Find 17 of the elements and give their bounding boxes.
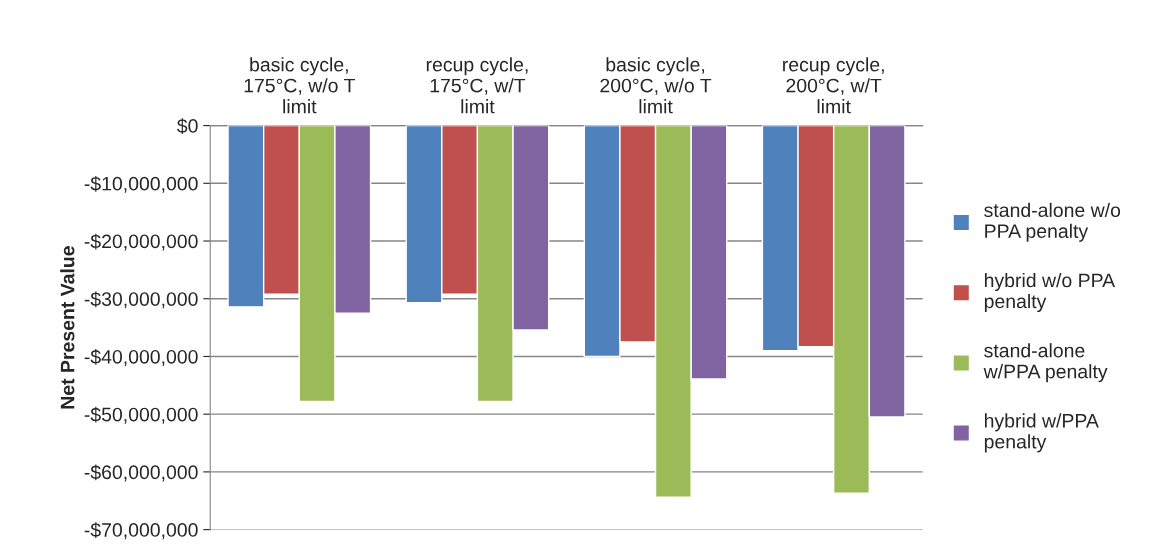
y-tick-label: -$20,000,000 (84, 233, 198, 251)
y-tick-label: -$40,000,000 (84, 349, 198, 366)
y-tick-label: -$70,000,000 (84, 522, 198, 540)
x-tick-label: recup cycle, 175°C, w/T limit (426, 57, 528, 114)
x-tick-label: recup cycle, 200°C, w/T limit (783, 57, 884, 114)
legend-label: hybrid w/o PPA penalty (984, 272, 1116, 313)
y-tick-label: -$30,000,000 (84, 291, 198, 309)
y-tick-label: -$50,000,000 (84, 406, 198, 424)
x-tick-label: basic cycle, 175°C, w/o T limit (244, 57, 355, 114)
y-tick-label: -$10,000,000 (84, 175, 198, 193)
legend-label: stand-alone w/o PPA penalty (984, 202, 1121, 242)
legend-label: hybrid w/PPA penalty (984, 413, 1099, 453)
legend-label: stand-alone w/PPA penalty (983, 343, 1108, 383)
y-tick-label: $0 (177, 118, 198, 134)
x-tick-label: basic cycle, 200°C, w/o T limit (600, 57, 712, 114)
y-tick-label: -$60,000,000 (84, 464, 198, 482)
y-axis-title: Net Present Value (60, 246, 75, 409)
